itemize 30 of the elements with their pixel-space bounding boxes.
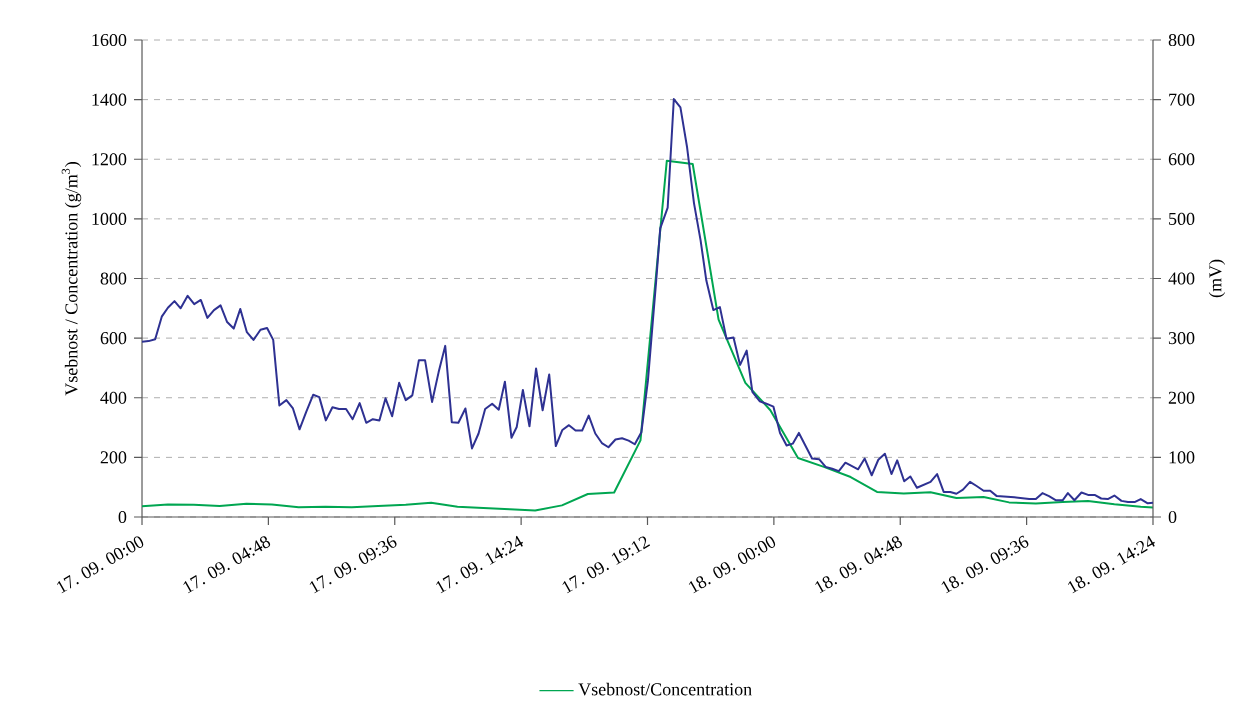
y2-tick-label: 700 (1169, 93, 1195, 106)
y2-tick-label: 200 (1168, 391, 1195, 404)
y2-tick-label: 0 (1168, 510, 1177, 523)
y-tick-label: 0 (118, 510, 127, 523)
y2-tick-label: 600 (1168, 153, 1195, 166)
y-tick-label: 400 (100, 391, 127, 404)
y2-tick-label: 300 (1168, 331, 1195, 345)
y-tick-label: 600 (100, 331, 127, 345)
y2-tick-label: 100 (1169, 451, 1195, 464)
x-tick-label: 18. 09. 00:00 (688, 536, 776, 594)
y-tick-label: 1400 (92, 93, 127, 106)
y2-axis-title: (mV) (1208, 259, 1226, 298)
y-tick-label: 200 (100, 451, 127, 464)
x-tick-label: 17. 09. 14:24 (436, 535, 523, 594)
x-tick-label: 17. 09. 19:12 (562, 536, 651, 594)
x-tick-label: 18. 09. 14:24 (1067, 535, 1155, 594)
x-tick-label: 18. 09. 04:48 (815, 536, 903, 594)
y-tick-label: 1600 (92, 33, 127, 46)
x-tick-label: 17. 09. 00:00 (56, 536, 144, 594)
x-tick-label: 18. 09. 09:36 (941, 535, 1029, 594)
y-tick-label: 1200 (92, 153, 127, 166)
y2-tick-label: 400 (1168, 272, 1195, 285)
y-axis-title: Vsebnost / Concentration (g/m$^{3}$) (61, 161, 82, 396)
y-tick-label: 800 (100, 272, 127, 285)
y-tick-label: 1000 (92, 212, 127, 225)
x-tick-label: 17. 09. 04:48 (183, 536, 271, 594)
y2-tick-label: 500 (1169, 212, 1195, 225)
legend-label: Vsebnost/Concentration (578, 682, 752, 696)
y2-tick-label: 800 (1168, 33, 1195, 46)
x-tick-label: 17. 09. 09:36 (309, 535, 397, 594)
